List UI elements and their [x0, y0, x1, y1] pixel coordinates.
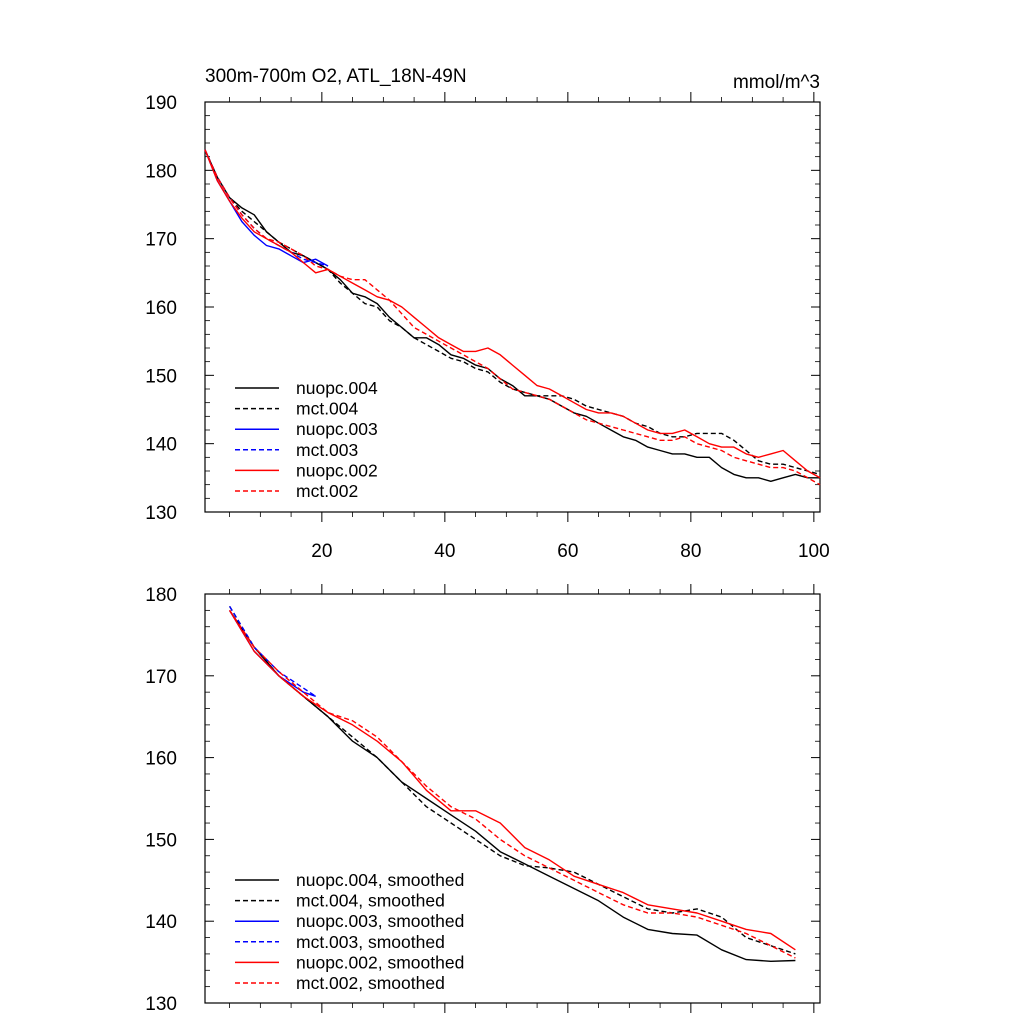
y-tick-label: 150	[145, 830, 177, 851]
y-tick-label: 170	[145, 667, 177, 688]
series-line-6	[204, 149, 821, 486]
y-tick-label: 190	[145, 93, 177, 114]
y-tick-label: 180	[145, 585, 177, 606]
series-line-4	[229, 605, 317, 697]
x-tick-label: 40	[434, 541, 455, 562]
x-tick-label: 20	[311, 541, 332, 562]
legend-label-1: nuopc.004, smoothed	[296, 870, 464, 890]
series-line-5	[204, 149, 821, 479]
y-tick-label: 150	[145, 366, 177, 387]
legend-label-1: nuopc.004	[296, 378, 378, 398]
y-tick-label: 140	[145, 435, 177, 456]
y-tick-label: 170	[145, 230, 177, 251]
legend-label-2: mct.004	[296, 399, 359, 419]
y-tick-label: 180	[145, 161, 177, 182]
chart-title: 300m-700m O2, ATL_18N-49N	[205, 66, 467, 87]
y-tick-label: 160	[145, 298, 177, 319]
legend-label-3: nuopc.003, smoothed	[296, 911, 464, 931]
series-line-4	[204, 149, 329, 267]
chart-panel-1: 130 140 150 160 170 180 190 20 40 60 80 100 300m-700…	[145, 66, 829, 562]
legend-label-4: mct.003	[296, 440, 358, 460]
x-tick-label: 80	[680, 541, 701, 562]
y-tick-label: 130	[145, 994, 177, 1015]
series-line-6	[229, 610, 796, 959]
legend-label-5: nuopc.002, smoothed	[296, 952, 464, 972]
plot-frame	[204, 593, 821, 1004]
x-tick-label: 100	[798, 541, 830, 562]
series-line-3	[229, 610, 316, 697]
y-tick-label: 130	[145, 503, 177, 524]
chart-units: mmol/m^3	[733, 72, 820, 93]
x-tick-label: 60	[557, 541, 578, 562]
legend-label-4: mct.003, smoothed	[296, 932, 445, 952]
y-tick-label: 140	[145, 912, 177, 933]
legend-label-3: nuopc.003	[296, 419, 378, 439]
y-tick-label: 160	[145, 749, 177, 770]
legend: nuopc.004mct.004nuopc.003mct.003nuopc.00…	[235, 378, 378, 501]
series-line-3	[204, 149, 329, 267]
series-line-2	[229, 605, 796, 955]
legend-label-6: mct.002, smoothed	[296, 973, 445, 993]
legend-label-5: nuopc.002	[296, 460, 378, 480]
legend-label-6: mct.002	[296, 481, 358, 501]
legend-label-2: mct.004, smoothed	[296, 891, 445, 911]
